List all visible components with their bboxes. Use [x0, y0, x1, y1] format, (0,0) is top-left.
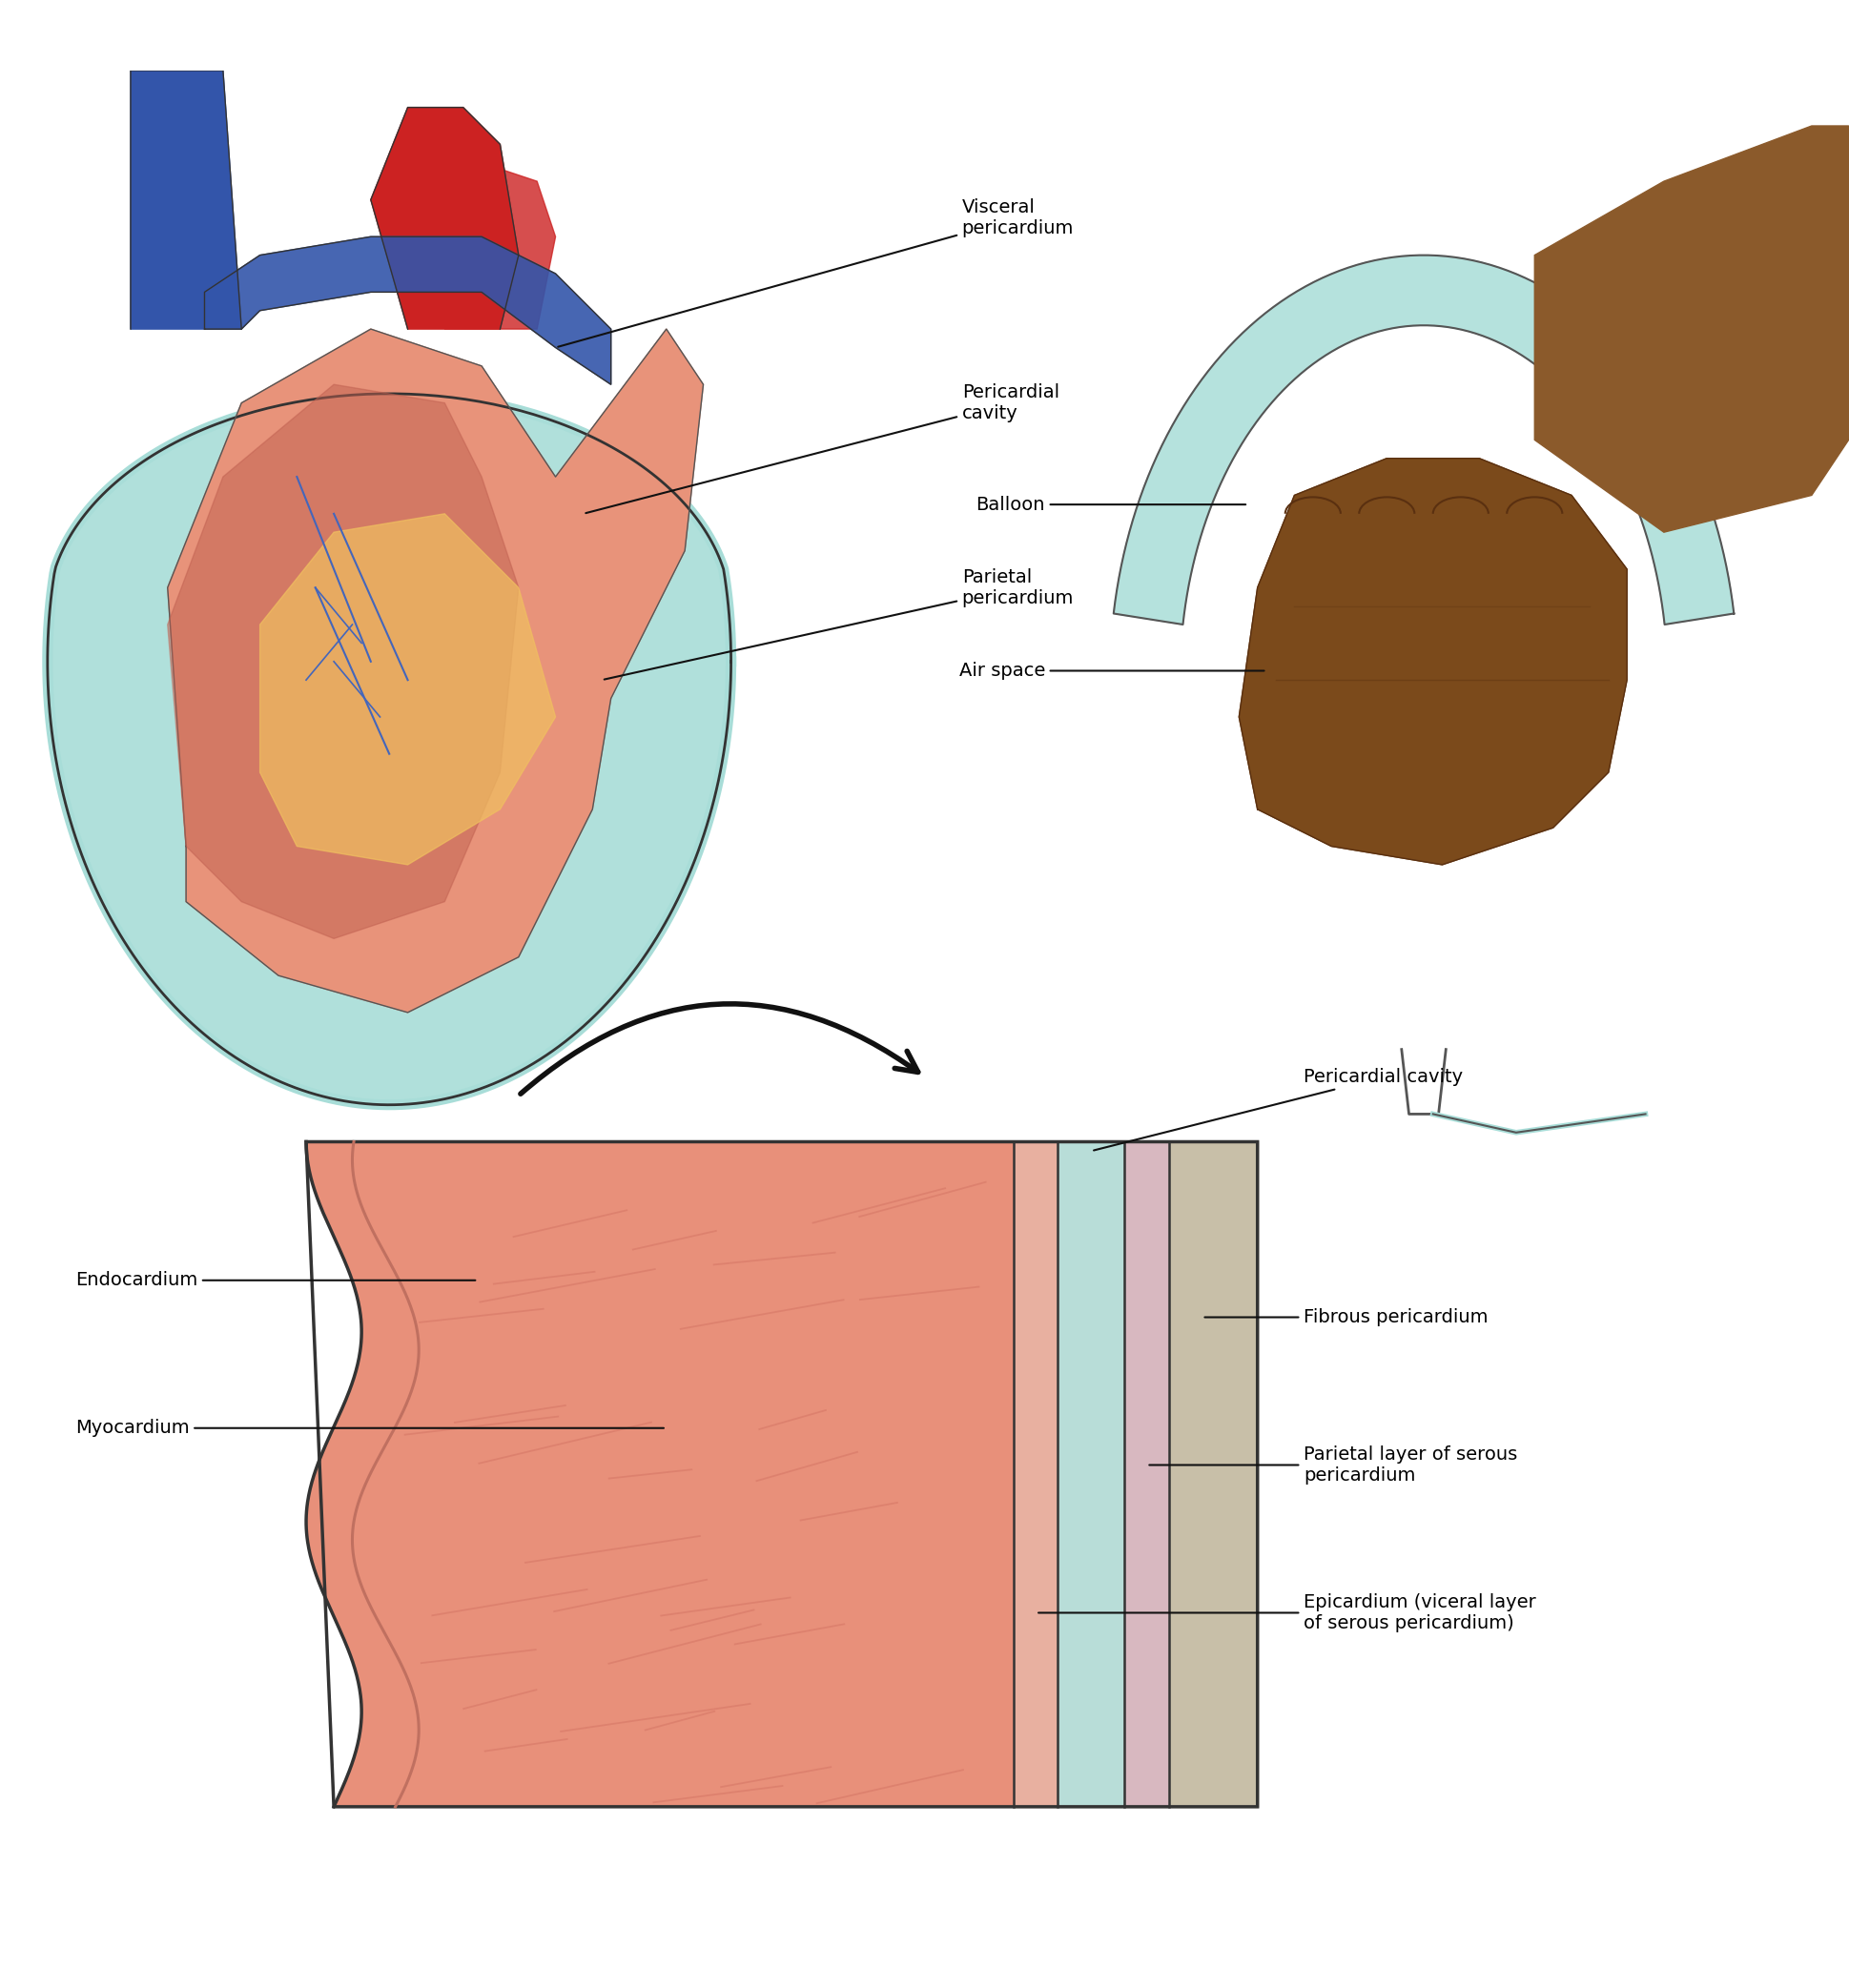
Polygon shape — [444, 163, 555, 330]
Polygon shape — [1535, 125, 1847, 533]
Polygon shape — [205, 237, 610, 384]
Polygon shape — [168, 384, 518, 938]
Text: Parietal
pericardium: Parietal pericardium — [605, 569, 1072, 680]
Polygon shape — [1239, 459, 1625, 865]
Text: Endocardium: Endocardium — [76, 1270, 475, 1290]
Polygon shape — [1124, 1141, 1169, 1807]
Polygon shape — [370, 107, 518, 330]
Polygon shape — [1013, 1141, 1058, 1807]
Polygon shape — [1058, 1141, 1124, 1807]
Text: Fibrous pericardium: Fibrous pericardium — [1204, 1308, 1487, 1326]
Polygon shape — [261, 513, 555, 865]
Text: Myocardium: Myocardium — [76, 1419, 664, 1437]
Text: Pericardial cavity: Pericardial cavity — [1093, 1068, 1463, 1151]
Text: Air space: Air space — [958, 662, 1263, 680]
Polygon shape — [48, 394, 730, 1105]
Polygon shape — [168, 330, 703, 1012]
Text: Balloon: Balloon — [976, 495, 1244, 513]
Polygon shape — [305, 1141, 1013, 1807]
Polygon shape — [1169, 1141, 1257, 1807]
Polygon shape — [131, 70, 242, 330]
Polygon shape — [1113, 254, 1733, 624]
Text: Parietal layer of serous
pericardium: Parietal layer of serous pericardium — [1148, 1445, 1516, 1485]
Text: Epicardium (viceral layer
of serous pericardium): Epicardium (viceral layer of serous peri… — [1037, 1592, 1535, 1632]
Text: Pericardial
cavity: Pericardial cavity — [586, 384, 1059, 513]
Text: Visceral
pericardium: Visceral pericardium — [558, 199, 1072, 346]
